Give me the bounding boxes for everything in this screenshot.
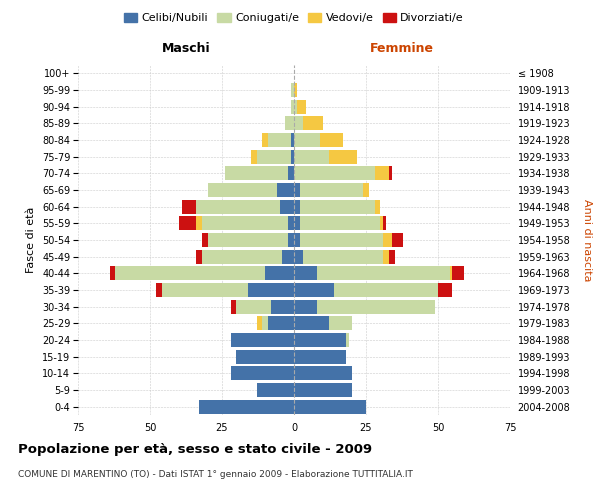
Bar [294,133,320,147]
Bar [280,200,294,214]
Bar [302,116,323,130]
Bar [202,250,283,264]
Bar [182,200,196,214]
Bar [225,166,288,180]
Bar [300,233,383,247]
Bar [392,233,403,247]
Bar [268,316,294,330]
Bar [196,200,280,214]
Bar [380,216,383,230]
Bar [294,300,317,314]
Bar [294,200,300,214]
Bar [291,133,294,147]
Bar [179,216,196,230]
Bar [294,216,300,230]
Bar [257,316,262,330]
Bar [294,383,352,397]
Bar [202,216,288,230]
Bar [230,300,236,314]
Text: Popolazione per età, sesso e stato civile - 2009: Popolazione per età, sesso e stato civil… [18,442,372,456]
Bar [230,366,294,380]
Bar [257,383,294,397]
Bar [294,283,334,297]
Bar [294,83,297,97]
Bar [294,166,374,180]
Bar [317,266,449,280]
Text: Femmine: Femmine [370,42,434,55]
Bar [294,183,300,197]
Bar [286,116,294,130]
Text: COMUNE DI MARENTINO (TO) - Dati ISTAT 1° gennaio 2009 - Elaborazione TUTTITALIA.: COMUNE DI MARENTINO (TO) - Dati ISTAT 1°… [18,470,413,479]
Bar [294,266,317,280]
Bar [294,150,329,164]
Bar [262,316,268,330]
Legend: Celibi/Nubili, Coniugati/e, Vedovi/e, Divorziati/e: Celibi/Nubili, Coniugati/e, Vedovi/e, Di… [119,8,469,28]
Bar [230,333,294,347]
Bar [449,266,452,280]
Bar [196,216,202,230]
Y-axis label: Anni di nascita: Anni di nascita [581,198,592,281]
Bar [294,233,300,247]
Bar [452,266,464,280]
Bar [297,100,305,114]
Bar [300,183,363,197]
Bar [288,233,294,247]
Bar [265,266,294,280]
Bar [248,283,294,297]
Bar [283,250,294,264]
Bar [383,233,392,247]
Bar [329,150,358,164]
Bar [346,333,349,347]
Bar [161,283,248,297]
Bar [156,283,161,297]
Bar [317,300,435,314]
Bar [438,283,452,297]
Bar [374,166,389,180]
Bar [291,100,294,114]
Bar [251,150,257,164]
Bar [302,250,383,264]
Bar [294,366,352,380]
Bar [300,200,374,214]
Text: Maschi: Maschi [161,42,211,55]
Bar [300,216,380,230]
Bar [110,266,115,280]
Bar [294,116,302,130]
Bar [208,183,277,197]
Bar [202,233,208,247]
Bar [363,183,369,197]
Bar [294,250,302,264]
Bar [294,316,329,330]
Bar [294,100,297,114]
Bar [291,150,294,164]
Bar [320,133,343,147]
Bar [199,400,294,414]
Bar [329,316,352,330]
Bar [208,233,288,247]
Bar [115,266,265,280]
Bar [374,200,380,214]
Bar [294,333,346,347]
Bar [389,166,392,180]
Bar [236,300,271,314]
Bar [257,150,291,164]
Bar [271,300,294,314]
Bar [262,133,268,147]
Bar [291,83,294,97]
Bar [389,250,395,264]
Bar [277,183,294,197]
Bar [383,216,386,230]
Bar [268,133,291,147]
Bar [196,250,202,264]
Bar [294,350,346,364]
Y-axis label: Fasce di età: Fasce di età [26,207,37,273]
Bar [288,166,294,180]
Bar [383,250,389,264]
Bar [294,400,366,414]
Bar [288,216,294,230]
Bar [334,283,438,297]
Bar [236,350,294,364]
